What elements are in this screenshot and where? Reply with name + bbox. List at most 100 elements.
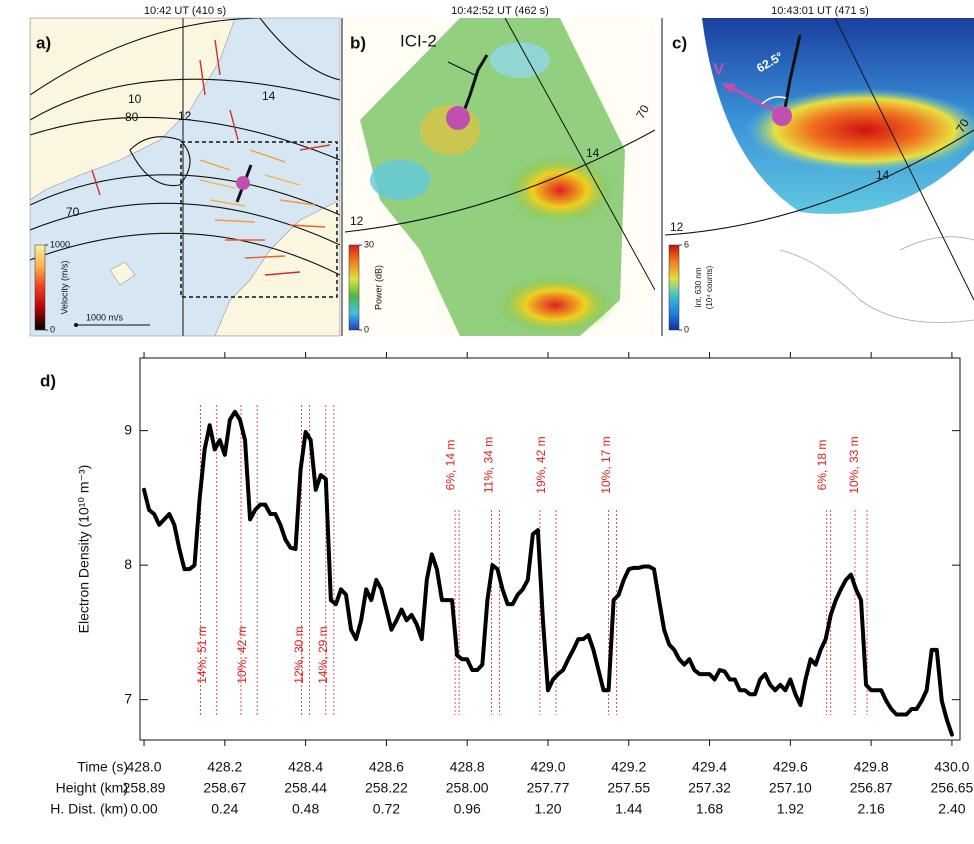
x-row-tick-label: 0.00 [130,801,157,817]
x-row-tick-label: 0.24 [211,801,238,817]
echo [505,155,615,225]
x-tick-label: 429.6 [773,759,808,775]
panel-c: V 62.5° 12 14 70 10:43:01 UT (471 s) c) [665,5,974,336]
x-tick-label: 429.0 [530,759,565,775]
annotation-label: 19%, 42 m [534,436,548,493]
colorbar-label: Power (dB) [373,265,383,310]
annotation-label: 10%, 42 m [235,626,249,683]
map-b: 12 14 70 ICI-2 [345,18,655,336]
colorbar [34,244,46,331]
x-row-label: H. Dist. (km) [50,801,128,817]
land [30,18,236,201]
map-c: V 62.5° 12 14 70 [665,18,974,336]
colorbar [348,244,360,331]
rocket-position [446,106,470,130]
trajectory-label: ICI-2 [400,31,437,50]
land [109,261,136,286]
meridian [504,18,655,291]
x-tick-label: 429.8 [854,759,889,775]
pointer [447,61,476,76]
scale-label: 1000 m/s [86,312,124,322]
zoom-box [180,141,338,298]
x-row-label: Height (km) [56,780,128,796]
colorbar-tick-label: 0 [364,324,369,334]
radar-fan [360,18,625,336]
frame [29,17,341,337]
x-row-tick-label: 257.77 [527,780,570,796]
x-row-tick-label: 258.67 [203,780,246,796]
emission-band [745,88,974,172]
panel-title: 10:42 UT (410 s) [144,5,226,17]
y-axis-label: Electron Density (10¹⁰ m⁻³) [76,465,92,634]
colorbar-tick-label: 1000 [50,239,70,249]
angle-arc [761,96,787,105]
contour-label: 14 [876,168,890,182]
x-tick-label: 428.0 [127,759,162,775]
contour-label: 70 [633,102,652,121]
density-line [142,409,954,737]
velocity-vectors [91,39,331,276]
echo [490,42,550,78]
x-row-tick-label: 0.96 [454,801,481,817]
contour [129,136,191,187]
x-tick-label: 429.4 [692,759,727,775]
y-tick-label: 8 [124,556,132,572]
colorbar-tick-label: 6 [684,239,689,249]
x-row-tick-label: 0.48 [292,801,319,817]
colorbar-label: (10⁴ counts) [705,265,714,309]
contour-label: 70 [66,205,80,219]
panel-title: 10:43:01 UT (471 s) [771,5,869,17]
colorbar-label: Int. 630 nm [694,267,703,307]
panel-title: 10:42:52 UT (462 s) [451,5,549,17]
map-a: 10 12 14 80 70 1000 m/s [30,18,340,336]
panel-label: d) [40,371,56,390]
annotation-label: 10%, 17 m [599,436,613,493]
contour-label: 12 [670,220,684,234]
rocket-position [236,176,250,190]
velocity-arrow [727,84,779,114]
panel-a: 10 12 14 80 70 1000 m/s 10:42 UT (410 s)… [29,5,341,337]
velocity-label: V [713,59,725,78]
contour [30,232,340,276]
contour-label: 10 [128,92,142,106]
x-row-tick-label: 256.65 [931,780,974,796]
x-row-tick-label: 1.44 [615,801,642,817]
panel-label: a) [36,33,51,52]
colorbar-label: Velocity (m/s) [59,260,69,314]
x-row-tick-label: 257.10 [769,780,812,796]
colorbar-tick-label: 30 [364,239,374,249]
x-axis-label: Time (s) [77,759,128,775]
annotation-label: 14%, 51 m [195,626,209,683]
contour-label: 14 [262,89,276,103]
colorbar-tick-label: 0 [50,324,55,334]
contour [30,174,340,216]
panel-label: c) [672,33,687,52]
x-row-tick-label: 2.16 [858,801,885,817]
annotation-label: 11%, 34 m [482,437,496,493]
plot-frame [139,357,961,741]
contour [30,116,340,161]
y-tick-label: 9 [124,421,132,437]
contour-label: 12 [178,109,192,123]
contour [345,129,655,233]
panel-label: b) [350,33,366,52]
contour-label: 70 [953,116,972,135]
annotation-label: 14%, 29 m [316,626,330,683]
x-row-tick-label: 258.00 [446,780,489,796]
x-tick-label: 430.0 [934,759,969,775]
x-row-tick-label: 257.55 [607,780,650,796]
x-row-tick-label: 257.32 [688,780,731,796]
x-row-tick-label: 256.87 [850,780,893,796]
echo [370,160,430,200]
y-tick-label: 7 [124,690,132,706]
annotation-label: 10%, 33 m [847,436,861,493]
x-row-tick-label: 258.22 [365,780,408,796]
contour-label: 80 [125,110,139,124]
annotation-label: 6%, 14 m [443,440,457,491]
x-row-tick-label: 1.20 [534,801,561,817]
echo [495,275,615,335]
contour [30,18,261,96]
x-tick-label: 428.6 [369,759,404,775]
x-row-tick-label: 0.72 [373,801,400,817]
